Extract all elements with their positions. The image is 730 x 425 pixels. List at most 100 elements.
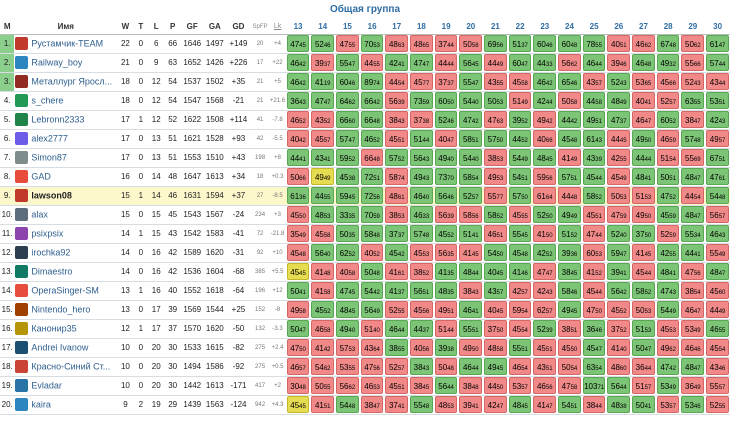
match-cell[interactable]: 4747	[409, 53, 434, 72]
match-result-badge[interactable]: 5449	[656, 301, 680, 318]
match-cell[interactable]: 4849	[606, 91, 631, 110]
match-cell[interactable]: 5054	[557, 357, 582, 376]
match-result-badge[interactable]: 4962	[656, 339, 680, 356]
match-result-badge[interactable]: 4957	[706, 130, 729, 147]
match-cell[interactable]: 6354	[582, 357, 607, 376]
match-cell[interactable]: 4445	[606, 129, 631, 148]
match-result-badge[interactable]: 5250	[533, 206, 557, 223]
match-cell[interactable]: 5349	[656, 376, 681, 395]
match-result-badge[interactable]: 5846	[558, 282, 581, 299]
match-cell[interactable]: 4549	[606, 167, 631, 186]
match-result-badge[interactable]: 4756	[360, 358, 384, 375]
match-result-badge[interactable]: 5748	[410, 225, 433, 242]
match-cell[interactable]: 4646	[680, 338, 705, 357]
match-result-badge[interactable]: 4553	[656, 320, 680, 337]
table-row[interactable]: 8. GAD 16 0 14 48 1647 1613 +34 18 +0.3 5066 4949 453…	[0, 167, 730, 186]
match-cell[interactable]: 4437	[409, 319, 434, 338]
match-result-badge[interactable]: 6257	[533, 301, 557, 318]
match-cell[interactable]: 5141	[458, 224, 483, 243]
match-cell[interactable]: 4577	[409, 72, 434, 91]
player-name-link[interactable]: Lebronn2333	[31, 114, 85, 125]
match-result-badge[interactable]: 6136	[286, 187, 310, 204]
match-result-badge[interactable]: 4949	[311, 168, 335, 185]
match-cell[interactable]: 3936	[557, 243, 582, 262]
match-result-badge[interactable]: 5643	[410, 149, 433, 166]
match-cell[interactable]: 4449	[483, 53, 508, 72]
match-cell[interactable]: 3845	[557, 262, 582, 281]
match-cell[interactable]: 6053	[582, 243, 607, 262]
match-result-badge[interactable]: 3852	[410, 263, 433, 280]
match-cell[interactable]: 4742	[458, 110, 483, 129]
match-result-badge[interactable]: 5874	[385, 168, 409, 185]
match-result-badge[interactable]: 4552	[607, 301, 631, 318]
match-cell[interactable]: 5047	[286, 319, 311, 338]
match-result-badge[interactable]: 4750	[286, 339, 310, 356]
match-cell[interactable]: 4551	[582, 205, 607, 224]
match-result-badge[interactable]: 3549	[286, 225, 310, 242]
match-result-badge[interactable]: 4145	[632, 244, 655, 261]
player-name-link[interactable]: kaira	[31, 399, 51, 410]
match-result-badge[interactable]: 4745	[336, 282, 359, 299]
player-cell[interactable]: Канонир35	[14, 319, 117, 338]
match-cell[interactable]: 5649	[360, 300, 385, 319]
match-cell[interactable]: 4747	[532, 262, 557, 281]
match-cell[interactable]: 4656	[532, 376, 557, 395]
player-cell[interactable]: Металлург Яросл...	[14, 72, 117, 91]
match-cell[interactable]: 4145	[631, 243, 656, 262]
match-cell[interactable]: 4052	[360, 243, 385, 262]
match-cell[interactable]: 4553	[656, 319, 681, 338]
player-cell[interactable]: Evladar	[14, 376, 117, 395]
match-cell[interactable]: 4357	[582, 72, 607, 91]
match-result-badge[interactable]: 3737	[434, 73, 458, 90]
match-result-badge[interactable]: 5747	[336, 130, 359, 147]
match-result-badge[interactable]: 5149	[508, 92, 532, 109]
match-result-badge[interactable]: 5551	[508, 339, 532, 356]
match-result-badge[interactable]: 5144	[410, 130, 433, 147]
match-cell[interactable]: 5041	[286, 281, 311, 300]
match-cell[interactable]: 4648	[631, 53, 656, 72]
match-result-badge[interactable]: 5752	[385, 149, 409, 166]
match-result-badge[interactable]: 4951	[582, 111, 606, 128]
match-result-badge[interactable]: 5449	[508, 149, 532, 166]
match-result-badge[interactable]: 4658	[311, 320, 335, 337]
match-result-badge[interactable]: 4542	[385, 244, 409, 261]
match-cell[interactable]: 4758	[557, 376, 582, 395]
col-header-match[interactable]: 18	[409, 20, 434, 35]
match-result-badge[interactable]: 5639	[385, 92, 409, 109]
player-name-link[interactable]: Рустамчик-TEAM	[31, 38, 104, 49]
match-cell[interactable]: 4433	[532, 53, 557, 72]
match-result-badge[interactable]: 4452	[508, 130, 532, 147]
match-cell[interactable]: 4641	[458, 300, 483, 319]
match-result-badge[interactable]: 5952	[336, 149, 359, 166]
match-result-badge[interactable]: 3854	[681, 282, 705, 299]
match-result-badge[interactable]: 4252	[533, 244, 557, 261]
match-cell[interactable]: 4346	[705, 357, 730, 376]
table-row[interactable]: 15. Nintendo_hero 13 0 17 39 1569 1544 +25 152 -8 4…	[0, 300, 730, 319]
match-cell[interactable]: 4951	[434, 300, 459, 319]
match-cell[interactable]: 5643	[409, 148, 434, 167]
col-header-match[interactable]: 29	[680, 20, 706, 35]
match-cell[interactable]: 3744	[434, 34, 459, 53]
match-result-badge[interactable]: 5058	[459, 35, 483, 52]
match-result-badge[interactable]: 4950	[632, 130, 655, 147]
col-header-match[interactable]: 25	[581, 20, 607, 35]
match-cell[interactable]: 6136	[286, 186, 311, 205]
match-result-badge[interactable]: 5462	[311, 358, 335, 375]
match-result-badge[interactable]: 3741	[385, 396, 409, 413]
match-cell[interactable]: 5053	[483, 91, 508, 110]
match-cell[interactable]: 4442	[557, 110, 582, 129]
match-cell[interactable]: 4841	[631, 167, 656, 186]
match-cell[interactable]: 7256	[360, 186, 385, 205]
match-result-badge[interactable]: 5051	[656, 168, 680, 185]
match-cell[interactable]: 6751	[705, 148, 730, 167]
match-cell[interactable]: 5152	[557, 224, 582, 243]
match-result-badge[interactable]: 3335	[336, 206, 359, 223]
match-cell[interactable]: 5451	[508, 167, 533, 186]
player-name-link[interactable]: Красно-Синий Ст...	[31, 361, 111, 372]
match-result-badge[interactable]: 4158	[311, 282, 335, 299]
match-result-badge[interactable]: 5644	[434, 377, 458, 394]
player-name-link[interactable]: Evladar	[31, 380, 62, 391]
match-result-badge[interactable]: 4763	[484, 111, 507, 128]
col-header-gd[interactable]: GD	[226, 20, 251, 35]
table-row[interactable]: 10. alax 15 0 15 45 1543 1567 -24 234 +3 4550 4853 33…	[0, 205, 730, 224]
